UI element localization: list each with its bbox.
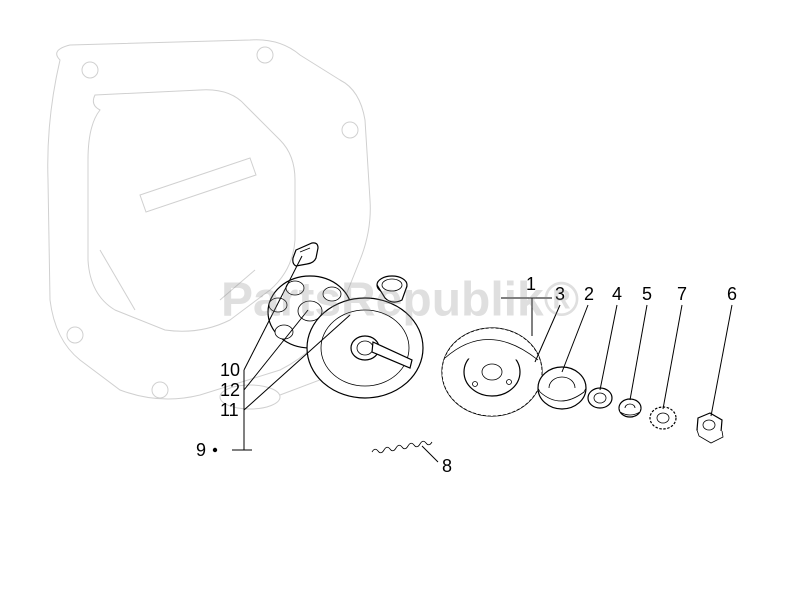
- part-toothed-ring: [650, 407, 676, 429]
- part-variator-pulley: [442, 328, 542, 416]
- part-washer-5: [619, 399, 641, 417]
- callout-2: 2: [584, 284, 594, 305]
- callout-5: 5: [642, 284, 652, 305]
- callout-6: 6: [727, 284, 737, 305]
- part-washer-ring: [538, 367, 586, 409]
- part-sliding-bush: [377, 276, 407, 302]
- callout-10: 10: [220, 360, 240, 381]
- part-slider: [293, 243, 318, 266]
- part-pulley-face: [307, 298, 423, 398]
- callout-7: 7: [677, 284, 687, 305]
- callout-1: 1: [526, 274, 536, 295]
- parts-diagram-container: PartsRepublik® 1 2 3 4 5 6 7 8 9 10 11 1…: [0, 0, 800, 600]
- callout-4: 4: [612, 284, 622, 305]
- callout-11: 11: [220, 400, 239, 421]
- callout-12: 12: [220, 380, 240, 401]
- callout-3: 3: [555, 284, 565, 305]
- callout-8: 8: [442, 456, 452, 477]
- callout-9: 9: [196, 440, 206, 461]
- part-washer-4: [588, 388, 612, 408]
- part-nut: [697, 413, 723, 443]
